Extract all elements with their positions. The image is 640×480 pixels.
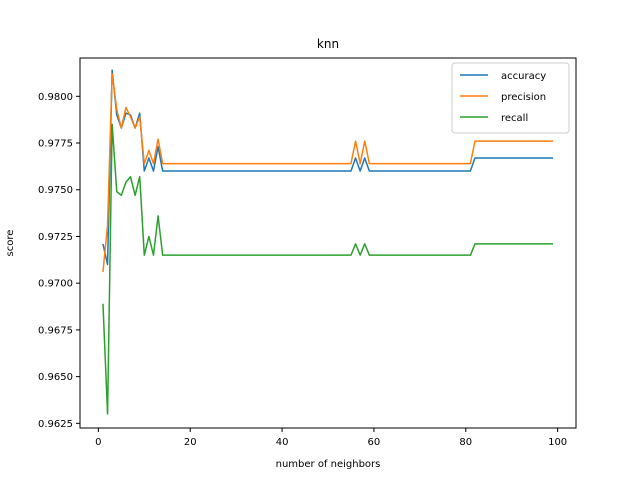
y-tick-label: 0.9800 <box>38 92 73 103</box>
series-line-recall <box>102 123 554 415</box>
y-tick-label: 0.9625 <box>38 419 73 430</box>
x-tick-label: 40 <box>276 437 289 448</box>
legend-item-accuracy: accuracy <box>460 71 546 82</box>
y-tick-label: 0.9650 <box>38 372 73 383</box>
legend-label: precision <box>501 92 546 103</box>
chart-title: knn <box>317 37 339 51</box>
y-tick-label: 0.9775 <box>38 139 73 150</box>
x-tick-label: 20 <box>184 437 197 448</box>
legend-label: recall <box>501 113 528 124</box>
x-axis: 0 20 40 60 80 100 <box>95 428 567 448</box>
plot-area <box>102 69 554 415</box>
series-line-precision <box>102 73 554 273</box>
x-tick-label: 0 <box>95 437 101 448</box>
x-axis-label: number of neighbors <box>276 459 381 470</box>
plot-frame <box>79 57 577 429</box>
legend-frame <box>451 62 570 134</box>
x-tick-label: 100 <box>548 437 567 448</box>
legend: accuracy precision recall <box>451 62 570 134</box>
x-tick-label: 80 <box>459 437 472 448</box>
y-tick-label: 0.9700 <box>38 279 73 290</box>
legend-item-recall: recall <box>460 113 528 124</box>
y-tick-label: 0.9750 <box>38 185 73 196</box>
legend-item-precision: precision <box>460 92 546 103</box>
y-tick-label: 0.9675 <box>38 325 73 336</box>
y-tick-label: 0.9725 <box>38 232 73 243</box>
legend-label: accuracy <box>501 71 546 82</box>
y-axis-label: score <box>5 230 16 257</box>
y-axis: 0.9625 0.9650 0.9675 0.9700 0.9725 0.9750 0.97… <box>38 92 80 430</box>
x-tick-label: 60 <box>368 437 381 448</box>
